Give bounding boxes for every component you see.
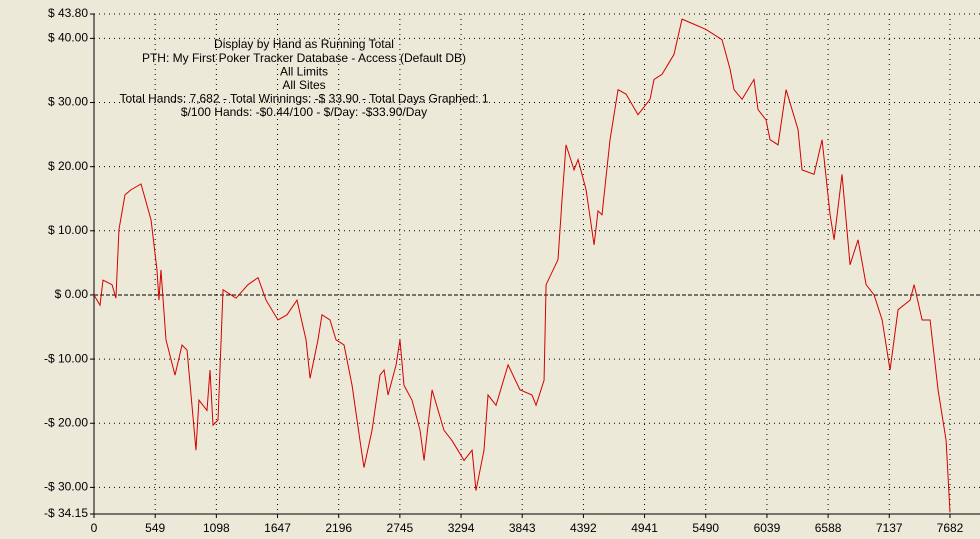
x-tick-label: 2196 xyxy=(325,521,352,535)
data-line xyxy=(93,18,951,513)
y-tick-label: -$ 10.00 xyxy=(44,351,88,365)
x-tick-label: 1647 xyxy=(264,521,291,535)
x-tick-label: 4941 xyxy=(631,521,658,535)
y-tick-label: -$ 30.00 xyxy=(44,480,88,494)
x-tick-label: 6039 xyxy=(754,521,781,535)
annotation: PTH: My First Poker Tracker Database - A… xyxy=(142,51,466,65)
y-tick-label: $ 40.00 xyxy=(48,31,88,45)
x-tick-label: 5490 xyxy=(692,521,719,535)
x-tick-label: 2745 xyxy=(387,521,414,535)
y-tick-label: -$ 20.00 xyxy=(44,415,88,429)
y-tick-label: $ 0.00 xyxy=(55,287,89,301)
y-tick-label: -$ 34.15 xyxy=(44,506,88,520)
x-tick-label: 1098 xyxy=(203,521,230,535)
x-tick-label: 549 xyxy=(145,521,165,535)
y-tick-label: $ 30.00 xyxy=(48,95,88,109)
annotation: All Limits xyxy=(280,64,328,78)
annotation: Display by Hand as Running Total xyxy=(214,37,394,51)
x-tick-label: 0 xyxy=(91,521,98,535)
y-tick-label: $ 10.00 xyxy=(48,223,88,237)
x-tick-label: 3843 xyxy=(509,521,536,535)
annotation: $/100 Hands: -$0.44/100 - $/Day: -$33.90… xyxy=(181,105,427,119)
x-tick-label: 6588 xyxy=(815,521,842,535)
annotation: All Sites xyxy=(282,78,325,92)
x-tick-label: 7137 xyxy=(876,521,903,535)
x-tick-label: 7682 xyxy=(937,521,964,535)
x-tick-label: 4392 xyxy=(570,521,597,535)
y-tick-label: $ 20.00 xyxy=(48,159,88,173)
x-tick-label: 3294 xyxy=(448,521,475,535)
annotation: Total Hands: 7,682 - Total Winnings: -$ … xyxy=(119,92,488,106)
y-tick-label: $ 43.80 xyxy=(48,6,88,20)
